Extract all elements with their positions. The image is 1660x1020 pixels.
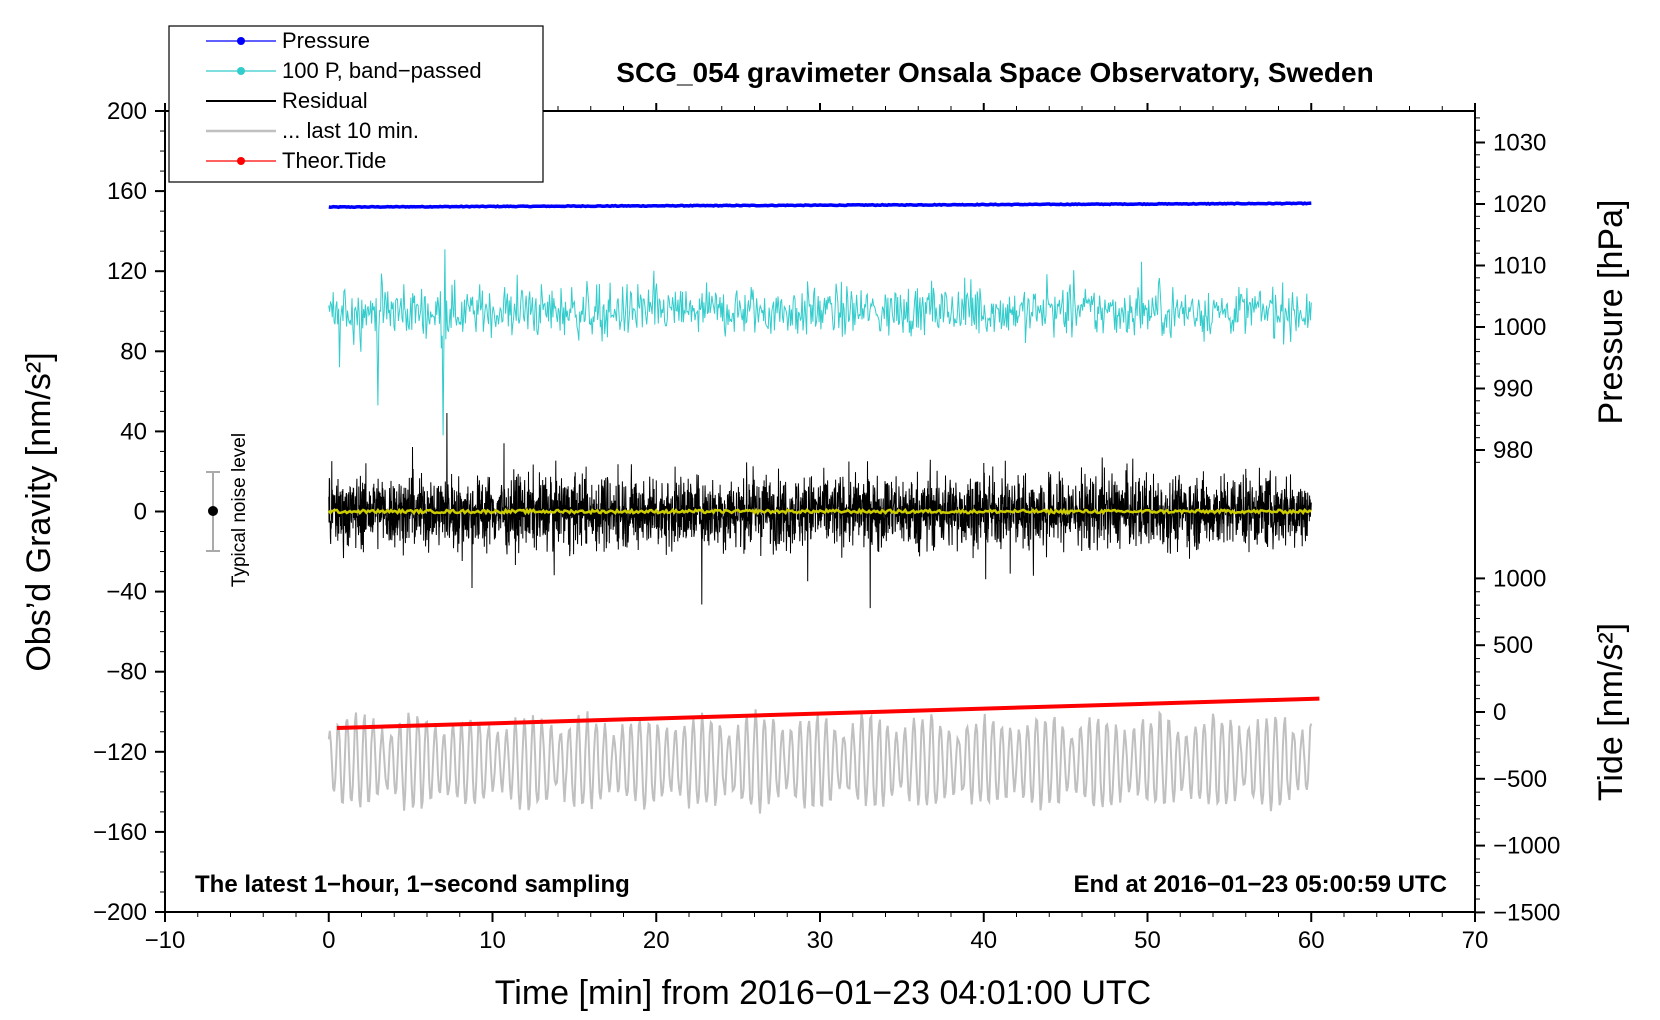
tide-tick-label-1: 500 <box>1493 632 1533 659</box>
legend-label-residual: Residual <box>282 88 368 113</box>
tide-tick-label-5: −1500 <box>1493 899 1560 926</box>
y-tick-label-2: 120 <box>107 258 147 285</box>
series-residual-smoothed-line <box>327 507 1312 516</box>
series-theor-tide-line <box>336 696 1320 730</box>
legend-entry-pressure: Pressure <box>206 28 370 53</box>
legend-entry-residual: Residual <box>206 88 368 113</box>
x-tick-label-7: 60 <box>1298 927 1325 954</box>
x-tick-label-0: −10 <box>145 927 186 954</box>
x-tick-label-5: 40 <box>970 927 997 954</box>
y-tick-label-5: 0 <box>134 499 147 526</box>
y-tick-label-3: 80 <box>120 338 147 365</box>
pressure-tick-label-3: 1000 <box>1493 314 1546 341</box>
pressure-tick-label-1: 1020 <box>1493 191 1546 218</box>
series-band-passed-line <box>328 249 1312 436</box>
legend-entry-last-10-min: ... last 10 min. <box>206 118 419 143</box>
chart-title: SCG_054 gravimeter Onsala Space Observat… <box>616 57 1373 88</box>
legend-entry-band-passed: 100 P, band−passed <box>206 58 482 83</box>
x-tick-label-6: 50 <box>1134 927 1161 954</box>
pressure-tick-label-5: 980 <box>1493 437 1533 464</box>
legend-marker-pressure <box>237 37 245 45</box>
data-series-layer <box>327 201 1320 814</box>
series-last-10-min-line <box>327 709 1313 814</box>
legend-marker-theor-tide <box>237 157 245 165</box>
y-tick-label-4: 40 <box>120 418 147 445</box>
tide-tick-label-2: 0 <box>1493 699 1506 726</box>
x-tick-label-3: 20 <box>643 927 670 954</box>
x-tick-label-2: 10 <box>479 927 506 954</box>
y-axis-title-gravity: Obs’d Gravity [nm/s²] <box>20 352 58 671</box>
tide-tick-label-0: 1000 <box>1493 565 1546 592</box>
legend-label-band-passed: 100 P, band−passed <box>282 58 482 83</box>
annotation-sampling: The latest 1−hour, 1−second sampling <box>195 871 630 898</box>
series-pressure-line <box>328 201 1312 210</box>
noise-level-label: Typical noise level <box>229 433 250 587</box>
noise-bar-dot <box>208 506 218 516</box>
x-tick-label-8: 70 <box>1462 927 1489 954</box>
x-tick-label-1: 0 <box>322 927 335 954</box>
x-axis-title: Time [min] from 2016−01−23 04:01:00 UTC <box>495 974 1151 1012</box>
legend-marker-band-passed <box>237 67 245 75</box>
y-tick-label-7: −80 <box>106 659 147 686</box>
tide-tick-label-4: −1000 <box>1493 833 1560 860</box>
tide-tick-label-3: −500 <box>1493 766 1547 793</box>
series-residual-line <box>328 412 1312 609</box>
legend: Pressure 100 P, band−passed Residual ...… <box>168 25 544 183</box>
y-axis-title-tide: Tide [nm/s²] <box>1592 623 1630 801</box>
noise-level-indicator: Typical noise level <box>206 433 250 587</box>
y-tick-label-6: −40 <box>106 579 147 606</box>
pressure-tick-label-0: 1030 <box>1493 130 1546 157</box>
legend-label-theor-tide: Theor.Tide <box>282 148 386 173</box>
pressure-tick-label-4: 990 <box>1493 376 1533 403</box>
axes-layer: −10 0 10 20 30 40 50 60 7020016012080400−40−80−1… <box>93 98 1560 954</box>
legend-label-pressure: Pressure <box>282 28 370 53</box>
y-tick-label-8: −120 <box>93 739 147 766</box>
pressure-tick-label-2: 1010 <box>1493 253 1546 280</box>
legend-label-last-10-min: ... last 10 min. <box>282 118 419 143</box>
y-tick-label-1: 160 <box>107 178 147 205</box>
y-axis-title-pressure: Pressure [hPa] <box>1592 200 1630 425</box>
annotation-end-time: End at 2016−01−23 05:00:59 UTC <box>1073 871 1447 898</box>
y-tick-label-10: −200 <box>93 899 147 926</box>
y-tick-label-0: 200 <box>107 98 147 125</box>
y-tick-label-9: −160 <box>93 819 147 846</box>
x-tick-label-4: 30 <box>807 927 834 954</box>
legend-entry-theor-tide: Theor.Tide <box>206 148 386 173</box>
legend-box <box>168 25 544 183</box>
